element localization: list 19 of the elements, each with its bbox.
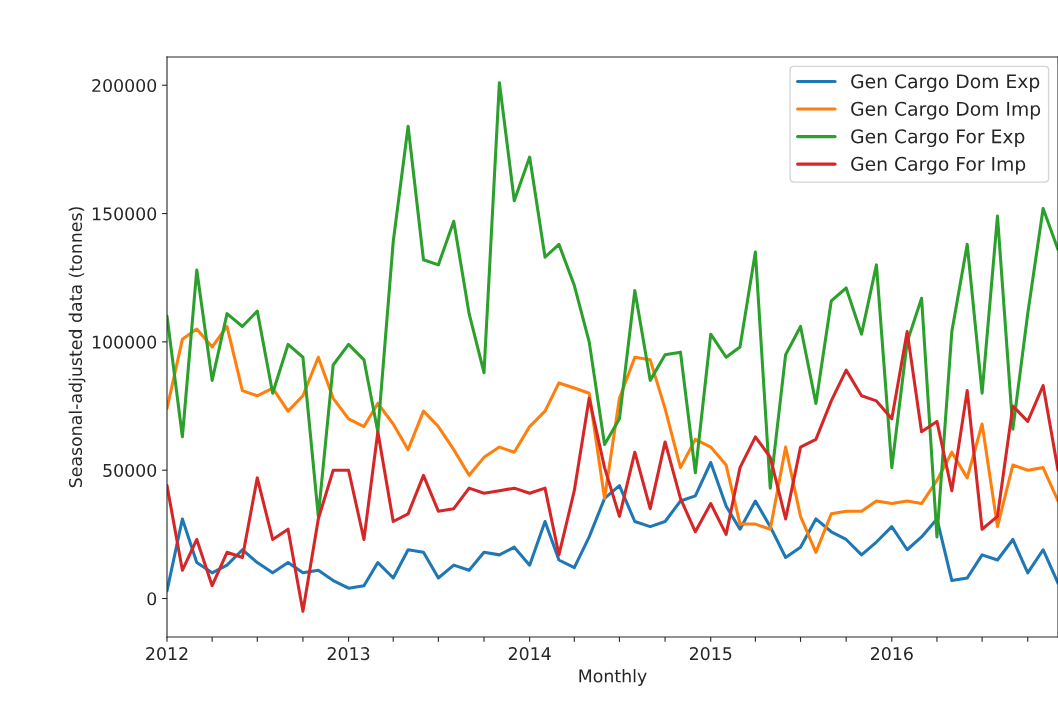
line-series: [167, 324, 1058, 554]
y-tick-label: 0: [147, 592, 157, 606]
y-axis-title: Seasonal-adjusted data (tonnes): [68, 207, 86, 488]
x-tick-label: 2012: [146, 647, 188, 661]
y-tick-label: 50000: [103, 463, 157, 478]
x-tick-label: 2015: [689, 647, 732, 661]
line-series: [167, 330, 1058, 613]
y-tick-label: 150000: [92, 207, 157, 221]
line-series: [167, 460, 1058, 593]
legend-label: Gen Cargo Dom Exp: [851, 74, 1040, 93]
x-axis-title: Monthly: [579, 669, 647, 686]
x-tick-label: 2016: [870, 647, 913, 661]
legend-label: Gen Cargo For Exp: [851, 129, 1025, 148]
legend-label: Gen Cargo For Imp: [851, 156, 1026, 175]
y-tick-label: 200000: [92, 78, 157, 93]
y-tick-label: 100000: [92, 335, 157, 349]
x-tick-label: 2014: [508, 647, 551, 661]
legend-label: Gen Cargo Dom Imp: [851, 101, 1041, 120]
x-tick-label: 2013: [327, 647, 370, 661]
